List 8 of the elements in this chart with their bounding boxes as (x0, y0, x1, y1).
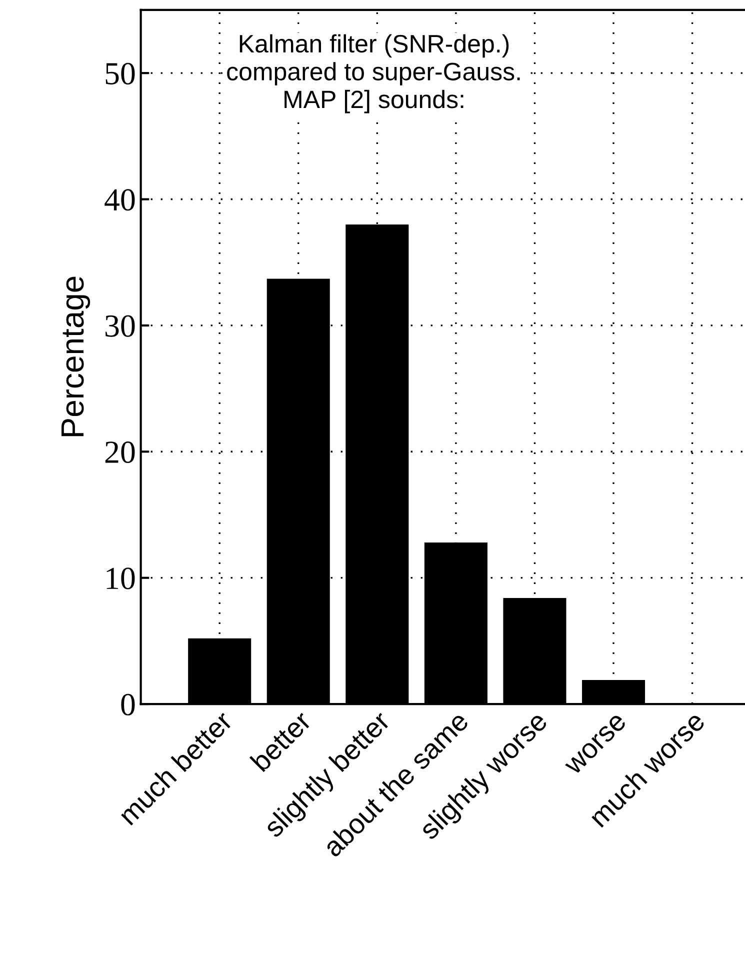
y-tick-label: 30 (106, 315, 135, 337)
text: Kalman filter (SNR-dep.) compared to super-Gauss. MAP [2] sounds: (227, 34, 520, 114)
y-tick-label: 20 (105, 441, 135, 464)
y-tick-label: 0 (121, 694, 135, 716)
y-tick-label: 50 (106, 62, 135, 84)
y-tick-label: 40 (104, 189, 135, 211)
y-axis-title: Percentage (62, 276, 90, 436)
y-tick-label: 10 (106, 568, 135, 590)
